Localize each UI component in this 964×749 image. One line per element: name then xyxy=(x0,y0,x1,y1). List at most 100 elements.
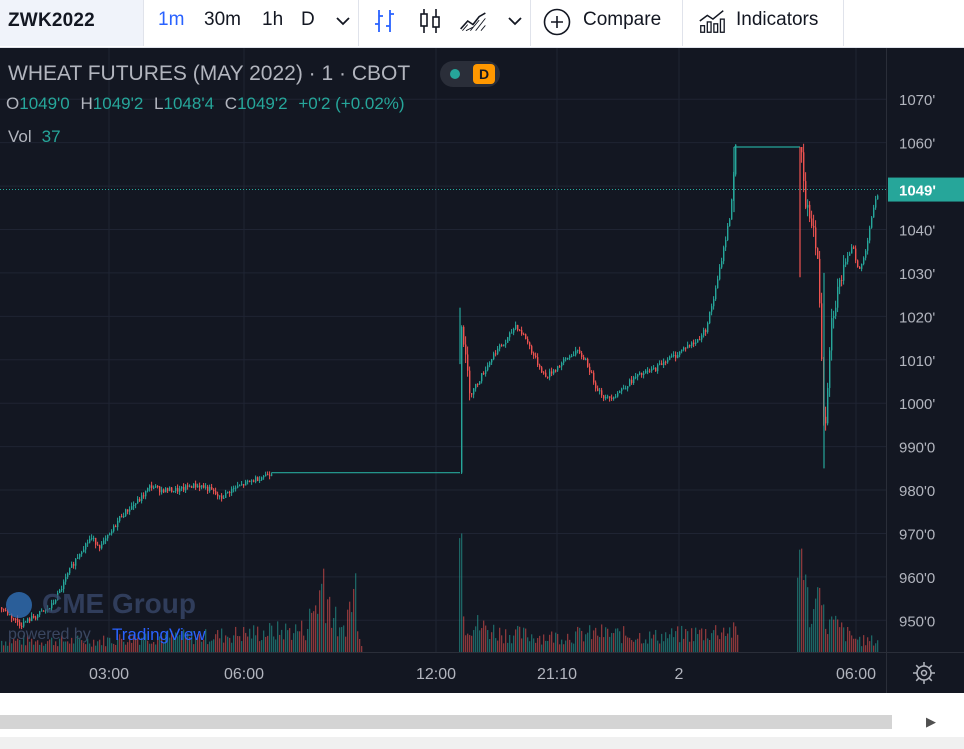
candle-body xyxy=(579,350,581,354)
volume-bar xyxy=(299,631,301,652)
timeframe-d-button[interactable]: D xyxy=(301,9,315,30)
volume-bar xyxy=(797,577,799,652)
volume-bar xyxy=(667,638,669,652)
indicators-button[interactable]: Indicators xyxy=(736,9,819,30)
candle-body xyxy=(91,538,93,540)
volume-bar xyxy=(23,635,25,652)
candle-body xyxy=(539,365,541,368)
candle-body xyxy=(571,355,573,357)
volume-bar xyxy=(31,638,33,652)
candle-body xyxy=(583,356,585,360)
bar-chart-type-icon[interactable] xyxy=(370,6,400,36)
volume-bar xyxy=(469,635,471,652)
compare-button[interactable]: Compare xyxy=(583,9,662,30)
volume-bar xyxy=(647,643,649,652)
candle-body xyxy=(161,489,163,493)
volume-bar xyxy=(337,636,339,652)
candle-body xyxy=(97,544,99,546)
settings-gear-icon[interactable] xyxy=(912,661,936,685)
candle-body xyxy=(603,395,605,399)
indicators-icon[interactable] xyxy=(697,6,727,36)
volume-bar xyxy=(45,643,47,652)
price-axis[interactable]: 1070'1060'1050'1040'1030'1020'1010'1000'… xyxy=(886,48,964,693)
tradingview-link[interactable]: TradingView xyxy=(112,625,206,644)
candle-body xyxy=(113,526,115,532)
candle-body xyxy=(715,288,717,300)
candle-body xyxy=(217,494,219,497)
candle-body xyxy=(803,152,805,182)
symbol-search-box[interactable]: ZWK2022 xyxy=(0,0,144,46)
area-chart-type-icon[interactable] xyxy=(458,6,488,36)
volume-bar xyxy=(179,634,181,652)
timeframe-30m-button[interactable]: 30m xyxy=(204,9,241,30)
volume-bar xyxy=(227,636,229,652)
candle-body xyxy=(255,477,257,482)
scrollbar-gutter xyxy=(0,737,964,749)
candle-body xyxy=(545,372,547,377)
candle-body xyxy=(33,616,35,618)
volume-bar xyxy=(697,634,699,652)
time-axis[interactable]: 03:00 06:00 12:00 21:10 2 06:00 xyxy=(0,652,886,693)
candle-body xyxy=(117,520,119,528)
scroll-right-arrow-icon[interactable]: ▶ xyxy=(926,714,936,729)
volume-bar xyxy=(351,612,353,652)
candle-body xyxy=(57,593,59,601)
status-badge[interactable]: D xyxy=(440,61,500,87)
candle-body xyxy=(835,307,837,316)
volume-bar xyxy=(857,639,859,652)
candle-body xyxy=(473,388,475,395)
candle-body xyxy=(681,349,683,352)
candle-body xyxy=(685,347,687,349)
candle-body xyxy=(41,610,43,612)
candle-body xyxy=(483,373,485,375)
volume-bar xyxy=(15,640,17,652)
chart-title[interactable]: WHEAT FUTURES (MAY 2022) · 1 · CBOT xyxy=(8,62,411,85)
candle-body xyxy=(541,367,543,373)
chevron-down-icon[interactable] xyxy=(500,6,530,36)
volume-bar xyxy=(801,548,803,652)
compare-plus-icon[interactable] xyxy=(542,7,572,37)
volume-bar xyxy=(529,641,531,652)
volume-bar xyxy=(523,627,525,652)
volume-bar xyxy=(37,640,39,652)
volume-bar xyxy=(845,641,847,652)
timeframe-1h-button[interactable]: 1h xyxy=(262,9,284,30)
volume-bar xyxy=(685,629,687,652)
candle-body xyxy=(609,396,611,398)
volume-bar xyxy=(141,637,143,652)
candle-body xyxy=(3,609,5,611)
price-tick-label: 1040' xyxy=(899,223,935,240)
candle-body xyxy=(619,391,621,394)
time-tick-label: 06:00 xyxy=(836,666,876,683)
candle-body xyxy=(243,484,245,486)
candle-body xyxy=(59,590,61,594)
volume-bar xyxy=(93,639,95,652)
candle-body xyxy=(627,386,629,389)
volume-bar xyxy=(185,634,187,652)
chart-pane[interactable] xyxy=(0,48,886,693)
price-chart[interactable] xyxy=(0,48,886,652)
timeframe-1m-button[interactable]: 1m xyxy=(158,9,185,30)
candle-body xyxy=(43,610,45,612)
volume-bar xyxy=(67,641,69,652)
horizontal-scrollbar[interactable]: ▶ xyxy=(0,693,964,749)
volume-bar xyxy=(321,583,323,652)
volume-bar xyxy=(479,630,481,652)
volume-bar xyxy=(661,633,663,652)
volume-bar xyxy=(461,533,463,652)
volume-bar xyxy=(609,636,611,652)
candle-body xyxy=(607,396,609,398)
candle-body xyxy=(479,381,481,385)
volume-bar xyxy=(695,627,697,652)
candle-body xyxy=(589,366,591,373)
scrollbar-thumb[interactable] xyxy=(0,715,892,729)
chevron-down-icon[interactable] xyxy=(328,6,358,36)
candle-body xyxy=(245,481,247,486)
candles-chart-type-icon[interactable] xyxy=(415,6,445,36)
candle-body xyxy=(605,396,607,399)
candle-body xyxy=(151,485,153,488)
candle-body xyxy=(15,618,17,620)
volume-bar xyxy=(161,636,163,652)
volume-bar xyxy=(187,633,189,652)
candle-body xyxy=(505,342,507,345)
